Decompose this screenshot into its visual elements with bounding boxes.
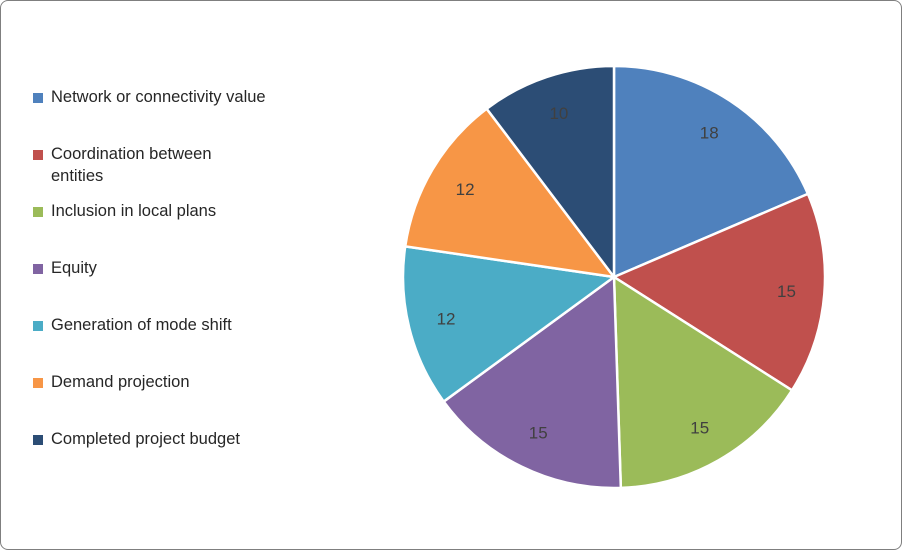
pie-slice <box>401 245 616 403</box>
legend-swatch-icon <box>33 93 43 103</box>
legend-item: Network or connectivity value <box>33 87 363 144</box>
legend-swatch-icon <box>33 264 43 274</box>
pie-chart-canvas: 18 15 15 15 12 12 10 <box>401 64 827 490</box>
legend-label: Generation of mode shift <box>51 316 232 334</box>
legend-swatch-icon <box>33 207 43 217</box>
pie-slice <box>403 107 616 279</box>
legend-swatch-icon <box>33 435 43 445</box>
legend-label: Network or connectivity value <box>51 88 266 106</box>
legend-label: Coordination between entities <box>51 145 212 185</box>
pie-data-label: 12 <box>437 310 456 329</box>
legend-label: Completed project budget <box>51 430 240 448</box>
legend-item: Inclusion in local plans <box>33 201 363 258</box>
pie-data-label: 12 <box>456 180 475 199</box>
pie-data-label: 18 <box>700 124 719 143</box>
pie-slice <box>612 192 827 392</box>
legend-item: Generation of mode shift <box>33 315 363 372</box>
pie-data-label: 15 <box>529 423 548 442</box>
pie-slice <box>612 64 810 279</box>
legend-label: Equity <box>51 259 97 277</box>
legend-swatch-icon <box>33 378 43 388</box>
pie-data-label: 15 <box>777 282 796 301</box>
pie-slice <box>485 64 616 279</box>
legend-swatch-icon <box>33 150 43 160</box>
pie-slice <box>442 275 623 490</box>
legend-item: Coordination between entities <box>33 144 363 201</box>
legend-label: Inclusion in local plans <box>51 202 217 220</box>
pie-data-label: 10 <box>549 104 568 123</box>
legend-item: Equity <box>33 258 363 315</box>
pie-slice <box>612 275 794 490</box>
pie-chart: 18 15 15 15 12 12 10 <box>395 58 833 496</box>
chart-legend: Network or connectivity value Coordinatio… <box>33 87 363 486</box>
legend-item: Demand projection <box>33 372 363 429</box>
legend-item: Completed project budget <box>33 429 363 486</box>
legend-label: Demand projection <box>51 373 190 391</box>
pie-data-label: 15 <box>690 418 709 437</box>
legend-swatch-icon <box>33 321 43 331</box>
